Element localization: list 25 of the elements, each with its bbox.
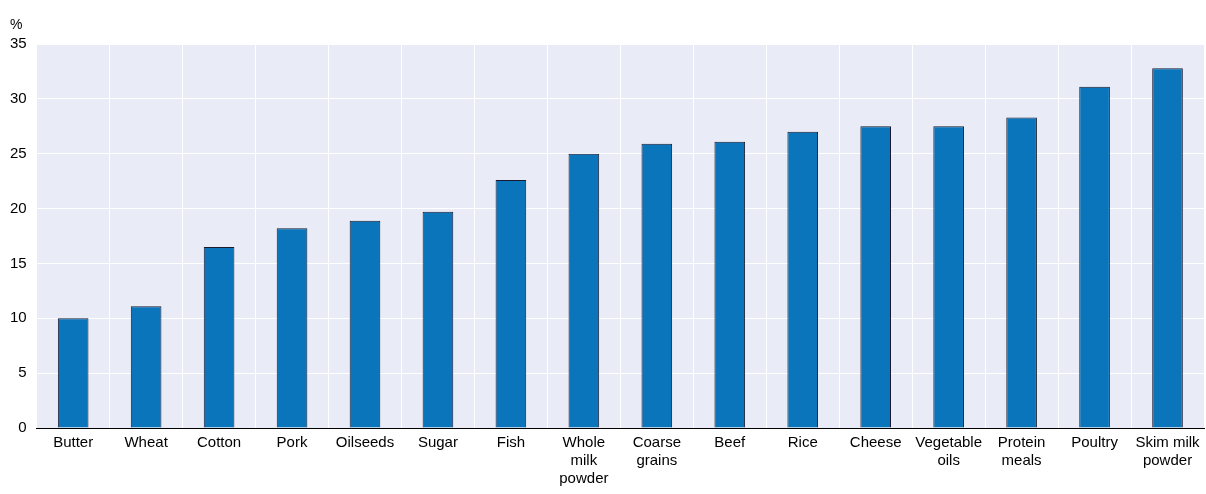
y-tick-label: 30 <box>10 89 27 106</box>
x-tick-label: Butter <box>53 433 94 451</box>
x-tick-label: Cheese <box>849 433 902 451</box>
y-tick-label: 0 <box>18 418 27 436</box>
y-tick-label: 10 <box>10 308 27 326</box>
x-tick-label: Beef <box>714 433 747 451</box>
y-tick-label: 35 <box>10 34 27 52</box>
x-tick-label: Cotton <box>196 433 242 451</box>
x-tick-label: Whole milk powder <box>559 433 609 487</box>
x-tick-label: Skim milk powder <box>1135 433 1201 469</box>
y-tick-label: 25 <box>10 143 27 161</box>
x-tick-label: Rice <box>787 433 818 451</box>
x-tick-label: Coarse grains <box>632 433 681 469</box>
x-tick-label: Poultry <box>1071 433 1119 451</box>
x-tick-label: Sugar <box>417 433 458 451</box>
x-tick-label: Vegetable oils <box>915 433 983 469</box>
y-axis-title: % <box>10 15 23 32</box>
x-tick-label: Oilseeds <box>335 433 395 451</box>
y-tick-label: 15 <box>10 253 27 271</box>
x-tick-label: Pork <box>276 433 308 451</box>
y-tick-label: 5 <box>18 363 27 381</box>
x-tick-label: Protein meals <box>997 433 1046 469</box>
x-tick-label: Wheat <box>124 433 169 451</box>
y-tick-label: 20 <box>10 198 27 216</box>
x-tick-label: Fish <box>496 433 526 451</box>
